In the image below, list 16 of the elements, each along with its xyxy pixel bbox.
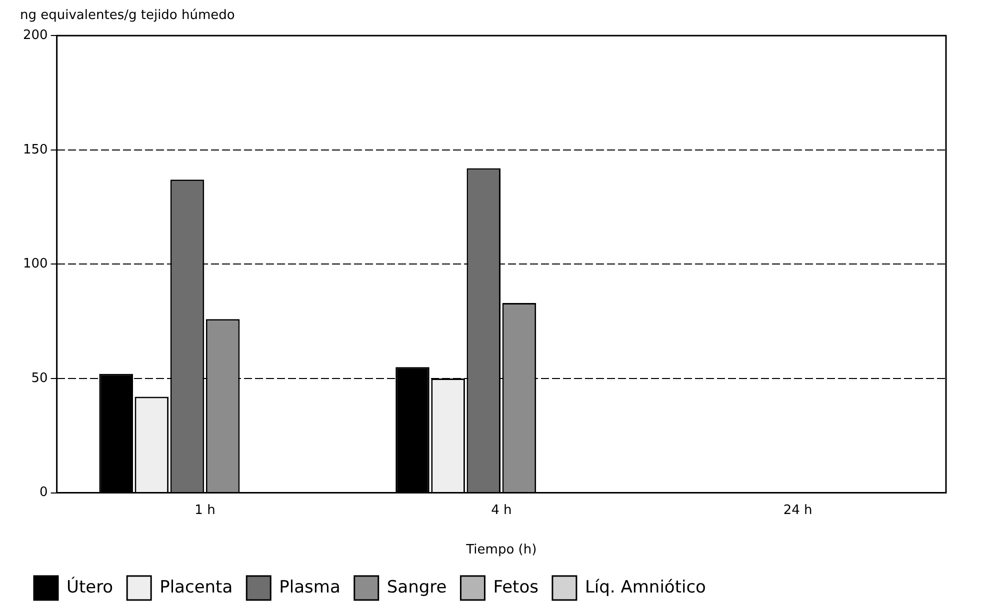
legend-label: Sangre (386, 577, 447, 598)
y-axis-title: ng equivalentes/g tejido húmedo (20, 8, 235, 24)
legend-label: Placenta (160, 577, 233, 598)
y-tick-label: 200 (22, 28, 48, 43)
x-tick-label: 1 h (194, 502, 216, 518)
legend-label: Líq. Amniótico (584, 577, 706, 598)
y-tick-label: 0 (40, 485, 48, 500)
y-tick-label: 100 (22, 256, 48, 272)
x-tick-label: 4 h (491, 502, 512, 518)
legend-label: Fetos (493, 577, 539, 598)
legend-label: Útero (66, 576, 114, 598)
x-tick-label: 24 h (783, 502, 812, 518)
legend-label: Plasma (279, 577, 340, 598)
y-tick-label: 150 (22, 142, 48, 158)
y-tick-label: 50 (31, 370, 48, 386)
x-axis-title: Tiempo (h) (465, 542, 537, 558)
